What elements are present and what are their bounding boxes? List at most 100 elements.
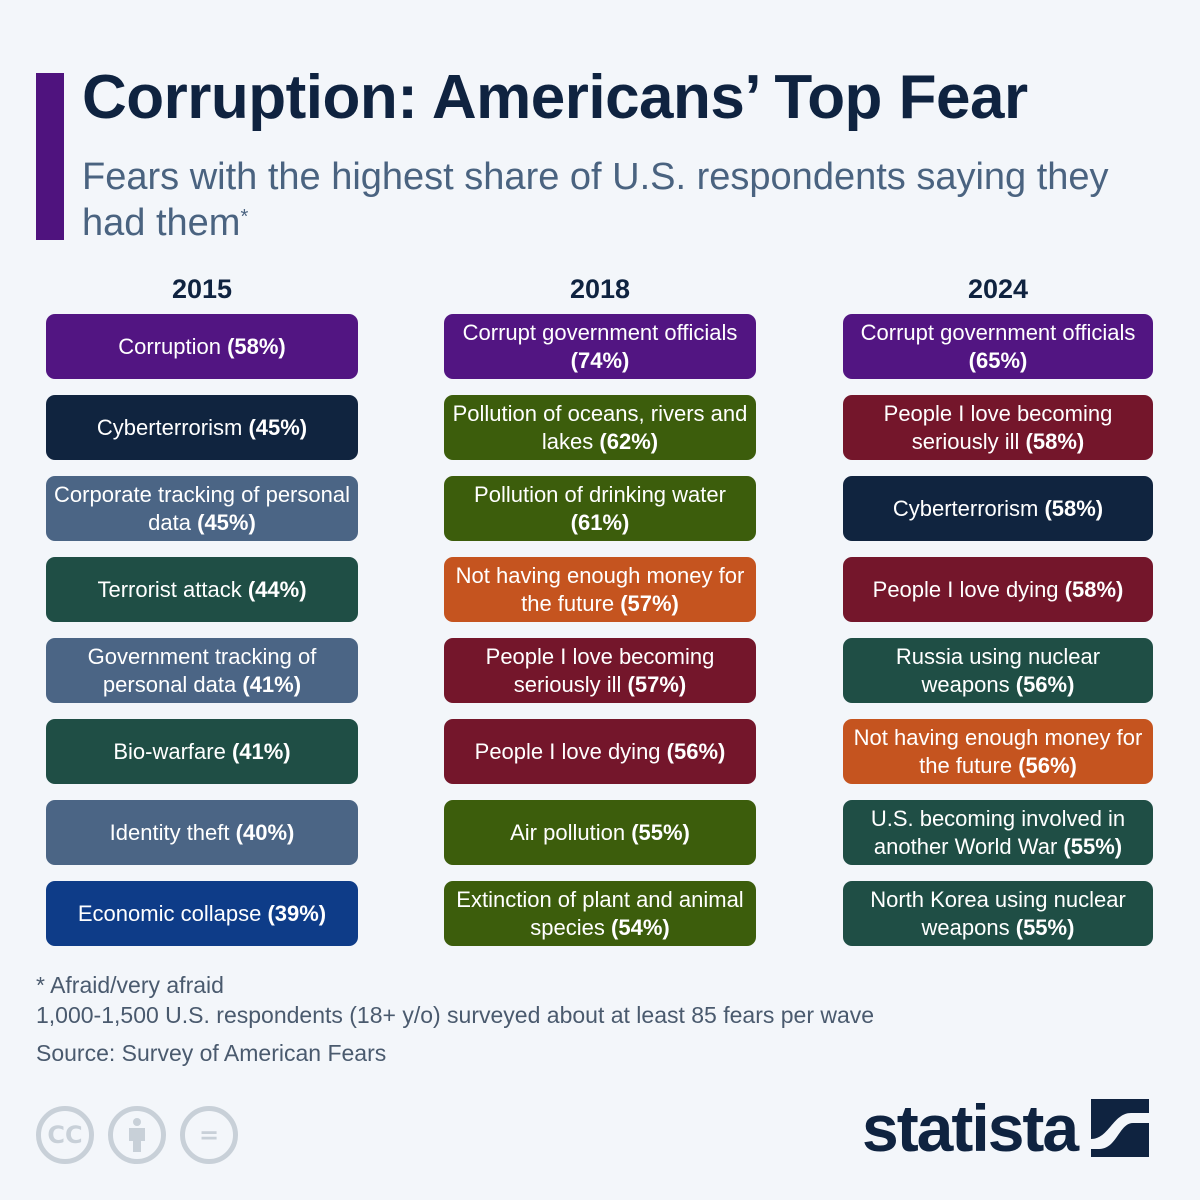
fear-label: Bio-warfare	[113, 738, 226, 764]
fear-label: People I love becoming seriously ill	[485, 643, 715, 697]
fear-label: Air pollution	[510, 819, 626, 845]
fear-box: Cyberterrorism (58%)	[843, 476, 1153, 541]
column-year-label: 2024	[967, 274, 1029, 304]
fear-label: People I love dying	[872, 576, 1059, 602]
fear-label: Government tracking of personal data	[87, 643, 317, 697]
fear-text: Pollution of drinking water (61%)	[452, 481, 748, 537]
fear-text: Economic collapse (39%)	[78, 900, 326, 928]
attribution-icon[interactable]	[108, 1106, 166, 1164]
fear-text: Corrupt government officials (65%)	[851, 319, 1145, 375]
fear-box: Russia using nuclear weapons (56%)	[843, 638, 1153, 703]
fear-percent: (56%)	[1018, 752, 1077, 778]
fear-label: Pollution of oceans, rivers and lakes	[452, 400, 748, 454]
fear-label: Corrupt government officials	[462, 319, 738, 345]
subtitle-text: Fears with the highest share of U.S. res…	[82, 156, 1109, 244]
fear-text: Corruption (58%)	[118, 333, 286, 361]
brand-name: statista	[862, 1091, 1079, 1165]
fear-percent: (58%)	[1044, 495, 1104, 521]
fear-text: Extinction of plant and animal species (…	[452, 886, 748, 942]
fear-text: Not having enough money for the future (…	[452, 562, 748, 618]
column-2024: 2024 Corrupt government officials (65%) Pe…	[843, 274, 1153, 962]
statista-mark-icon	[1091, 1099, 1150, 1157]
footnote-mark: *	[240, 206, 249, 228]
footnotes: * Afraid/very afraid 1,000-1,500 U.S. re…	[36, 970, 874, 1068]
column-2015: 2015 Corruption (58%) Cyberterrorism (45%)…	[46, 274, 358, 962]
fear-percent: (55%)	[631, 819, 690, 845]
fear-label: People I love becoming seriously ill	[883, 400, 1113, 454]
fear-text: People I love becoming seriously ill (58…	[851, 400, 1145, 456]
fear-label: Corrupt government officials	[860, 319, 1136, 345]
fear-label: Corruption	[118, 333, 221, 359]
fear-box: North Korea using nuclear weapons (55%)	[843, 881, 1153, 946]
fear-box: People I love dying (58%)	[843, 557, 1153, 622]
fear-text: Corporate tracking of personal data (45%…	[54, 481, 350, 537]
fear-text: Cyberterrorism (45%)	[97, 414, 307, 442]
fear-box: Economic collapse (39%)	[46, 881, 358, 946]
source-note: Source: Survey of American Fears	[36, 1040, 387, 1066]
fear-label: Corporate tracking of personal data	[54, 481, 350, 535]
title-accent-bar	[36, 73, 64, 240]
fear-percent: (55%)	[1063, 833, 1123, 859]
column-year-label: 2015	[171, 274, 233, 304]
fear-text: Identity theft (40%)	[110, 819, 295, 847]
fear-percent: (58%)	[1025, 428, 1085, 454]
fear-percent: (74%)	[570, 347, 630, 373]
fear-label: Terrorist attack	[97, 576, 242, 602]
fear-percent: (57%)	[627, 671, 687, 697]
footnote-definition: * Afraid/very afraid	[36, 972, 224, 998]
fear-box: Pollution of drinking water (61%)	[444, 476, 756, 541]
fear-box: Government tracking of personal data (41…	[46, 638, 358, 703]
fear-box: Extinction of plant and animal species (…	[444, 881, 756, 946]
fear-percent: (54%)	[611, 914, 670, 940]
fear-text: Russia using nuclear weapons (56%)	[851, 643, 1145, 699]
fear-box: Corruption (58%)	[46, 314, 358, 379]
fear-label: Cyberterrorism	[892, 495, 1039, 521]
footnote-methodology: 1,000-1,500 U.S. respondents (18+ y/o) s…	[36, 1002, 875, 1028]
fear-box: Not having enough money for the future (…	[843, 719, 1153, 784]
fear-text: North Korea using nuclear weapons (55%)	[851, 886, 1145, 942]
fear-text: People I love becoming seriously ill (57…	[452, 643, 748, 699]
fear-box: U.S. becoming involved in another World …	[843, 800, 1153, 865]
fear-text: Bio-warfare (41%)	[113, 738, 290, 766]
fear-percent: (65%)	[968, 347, 1028, 373]
statista-logo[interactable]: statista	[862, 1090, 1150, 1166]
fear-text: Not having enough money for the future (…	[851, 724, 1145, 780]
fear-box: People I love becoming seriously ill (57…	[444, 638, 756, 703]
creative-commons-icon[interactable]: CC	[36, 1106, 94, 1164]
fear-text: People I love dying (56%)	[475, 738, 726, 766]
fear-percent: (56%)	[1015, 671, 1075, 697]
fear-box: Identity theft (40%)	[46, 800, 358, 865]
fear-text: Pollution of oceans, rivers and lakes (6…	[452, 400, 748, 456]
fear-label: Economic collapse	[77, 900, 262, 926]
fear-percent: (56%)	[666, 738, 726, 764]
subtitle: Fears with the highest share of U.S. res…	[82, 154, 1142, 246]
no-derivatives-icon[interactable]: =	[180, 1106, 238, 1164]
fear-box: Corrupt government officials (65%)	[843, 314, 1153, 379]
fear-box: Corrupt government officials (74%)	[444, 314, 756, 379]
fear-text: Air pollution (55%)	[510, 819, 690, 847]
fear-box: Corporate tracking of personal data (45%…	[46, 476, 358, 541]
fear-percent: (58%)	[227, 333, 286, 359]
fear-text: Cyberterrorism (58%)	[893, 495, 1103, 523]
fear-label: Identity theft	[109, 819, 230, 845]
fear-label: Cyberterrorism	[96, 414, 243, 440]
fear-percent: (41%)	[242, 671, 302, 697]
fear-percent: (45%)	[197, 509, 256, 535]
fear-box: Bio-warfare (41%)	[46, 719, 358, 784]
fear-percent: (41%)	[231, 738, 291, 764]
fear-text: Terrorist attack (44%)	[97, 576, 306, 604]
fear-label: Extinction of plant and animal species	[456, 886, 744, 940]
fear-label: Not having enough money for the future	[853, 724, 1143, 778]
fear-percent: (62%)	[599, 428, 659, 454]
equals-label: =	[198, 1121, 220, 1149]
fear-percent: (40%)	[235, 819, 295, 845]
fear-percent: (57%)	[620, 590, 679, 616]
fear-percent: (44%)	[247, 576, 307, 602]
fear-percent: (45%)	[248, 414, 308, 440]
fear-label: U.S. becoming involved in another World …	[870, 805, 1126, 859]
fear-label: People I love dying	[474, 738, 661, 764]
fear-box: People I love dying (56%)	[444, 719, 756, 784]
fear-box: Terrorist attack (44%)	[46, 557, 358, 622]
cc-label: CC	[47, 1121, 83, 1149]
fear-text: Corrupt government officials (74%)	[452, 319, 748, 375]
